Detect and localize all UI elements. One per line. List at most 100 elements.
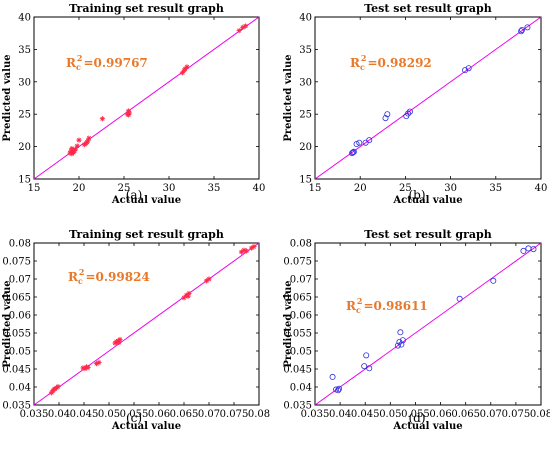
data-point [83, 364, 90, 370]
x-tick-label: 0.055 [401, 409, 430, 420]
data-point [251, 244, 257, 250]
data-point [366, 365, 373, 372]
data-point [524, 24, 531, 31]
x-tick-label: 0.07 [198, 409, 220, 420]
x-tick-label: 0.04 [329, 409, 351, 420]
x-tick-label: 0.075 [220, 409, 249, 420]
y-tick-label: 0.035 [283, 401, 312, 412]
x-tick-label: 25 [118, 183, 131, 194]
x-tick-label: 15 [28, 183, 41, 194]
data-point [117, 336, 123, 343]
r2-symbol: R [346, 299, 357, 313]
x-tick-label: 40 [253, 183, 266, 194]
y-tick-label: 15 [18, 175, 31, 186]
r2-annotation: Rc2=0.99767 [66, 53, 148, 72]
data-point [126, 110, 132, 116]
x-tick-label: 30 [444, 183, 457, 194]
chart-panel-b: 15 20 25 30 35 40 15 20 25 30 35 40 Test set result … [283, 2, 547, 206]
data-point [181, 295, 187, 301]
data-point [203, 278, 210, 284]
r2-value: =0.98292 [367, 56, 431, 70]
data-point [72, 146, 78, 152]
data-point [67, 150, 73, 156]
x-tick-label: 20 [354, 183, 367, 194]
data-point [366, 137, 373, 144]
y-tick-label: 0.04 [9, 383, 31, 394]
x-tick-label: 0.04 [48, 409, 70, 420]
x-tick-label: 0.08 [530, 409, 550, 420]
x-tick-label: 0.07 [480, 409, 502, 420]
data-point [462, 67, 469, 74]
data-point [85, 364, 91, 371]
chart-title: Test set result graph [364, 2, 492, 15]
r2-symbol: R [68, 270, 79, 284]
fit-line [33, 242, 260, 406]
data-point [76, 137, 82, 143]
y-tick-label: 30 [18, 77, 31, 88]
x-tick-label: 0.065 [451, 409, 480, 420]
y-axis-label: Predicted value [2, 54, 13, 141]
y-tick-label: 0.07 [290, 275, 312, 286]
x-tick-label: 0.045 [70, 409, 99, 420]
r2-subscript: c [78, 276, 83, 286]
chart-title: Training set result graph [69, 228, 224, 241]
r2-annotation: Rc2=0.98611 [346, 296, 428, 315]
data-point [361, 363, 368, 370]
y-tick-label: 0.075 [283, 257, 312, 268]
y-tick-label: 15 [299, 175, 312, 186]
chart-title: Training set result graph [69, 2, 224, 15]
panel-label: (c) [126, 411, 142, 425]
data-point [241, 247, 247, 253]
x-axis-label: Actual value [111, 195, 181, 206]
y-tick-label: 0.035 [2, 401, 31, 412]
y-tick-label: 20 [299, 142, 312, 153]
data-point [74, 143, 80, 149]
y-tick-label: 0.045 [283, 365, 312, 376]
y-tick-label: 0.075 [2, 257, 31, 268]
data-point [405, 110, 412, 117]
data-point [363, 352, 370, 359]
data-point [349, 149, 356, 156]
fit-line [314, 242, 542, 406]
y-tick-label: 0.07 [9, 275, 31, 286]
data-point [248, 245, 255, 251]
y-tick-label: 0.045 [2, 365, 31, 376]
data-point [96, 359, 102, 366]
data-point [71, 149, 77, 156]
fit-line [314, 16, 542, 180]
data-point [116, 339, 122, 345]
data-point [382, 115, 389, 122]
y-tick-label: 35 [18, 45, 31, 56]
data-point [184, 64, 190, 70]
panel-label: (b) [408, 188, 425, 202]
x-tick-label: 15 [309, 183, 322, 194]
x-tick-label: 0.05 [379, 409, 401, 420]
data-point [336, 385, 343, 392]
data-point [69, 145, 75, 152]
data-point [519, 26, 526, 33]
data-point [185, 293, 191, 299]
data-point [329, 373, 336, 380]
panel-label: (d) [408, 411, 425, 425]
y-tick-label: 0.08 [9, 239, 31, 250]
data-point [456, 295, 463, 302]
x-tick-label: 25 [399, 183, 412, 194]
y-tick-label: 25 [299, 110, 312, 121]
y-tick-label: 0.065 [283, 293, 312, 304]
x-tick-label: 0.065 [170, 409, 199, 420]
data-point [518, 28, 525, 35]
r2-annotation: Rc2=0.98292 [350, 53, 432, 72]
data-point [99, 116, 105, 122]
data-point [356, 139, 363, 146]
data-point [80, 365, 86, 371]
x-tick-label: 0.035 [301, 409, 330, 420]
y-tick-label: 0.04 [290, 383, 312, 394]
x-axis-label: Actual value [392, 195, 462, 206]
data-point [179, 70, 186, 76]
y-tick-label: 0.05 [290, 347, 312, 358]
data-point [350, 148, 357, 155]
data-point [243, 248, 250, 254]
data-point [530, 246, 537, 253]
x-tick-label: 35 [489, 183, 502, 194]
x-tick-label: 0.06 [148, 409, 170, 420]
